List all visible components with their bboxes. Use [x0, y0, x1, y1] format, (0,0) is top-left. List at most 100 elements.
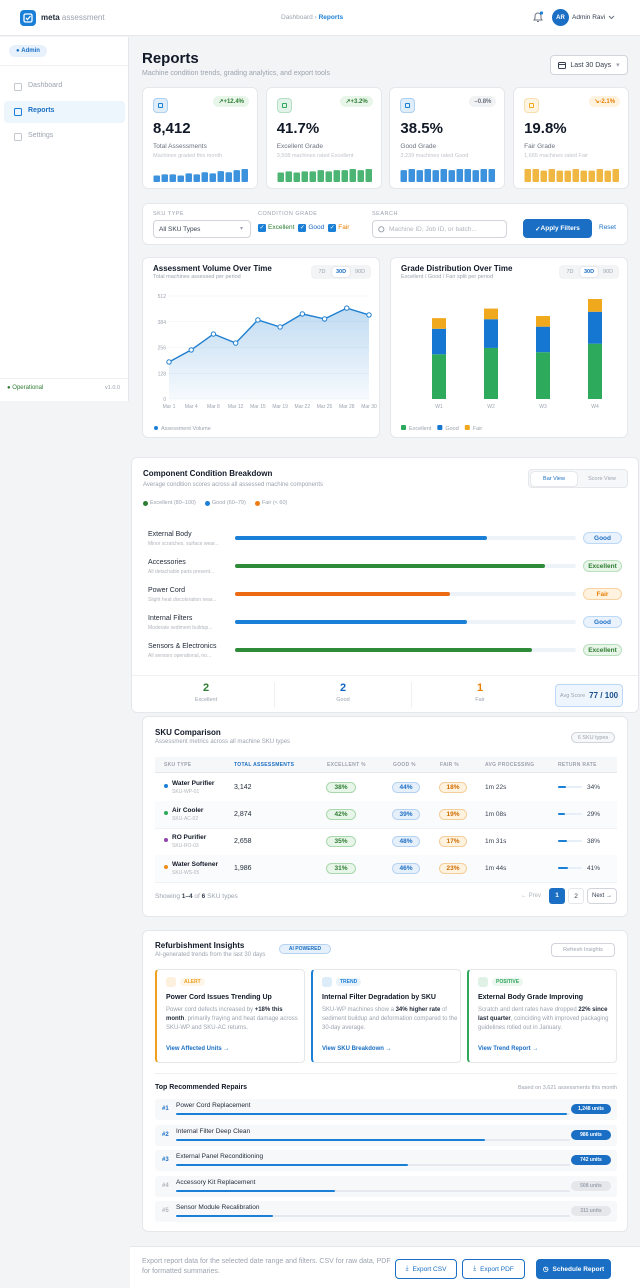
grade-checkbox[interactable]: ✓	[298, 224, 307, 232]
grade-badge: Good	[583, 532, 622, 544]
kpi-card: ↘ -2.1% 19.8% Fair Grade 1,665 machines rat…	[513, 87, 630, 189]
insight-tag: TREND	[336, 978, 362, 986]
period-tab[interactable]: 90D	[602, 269, 614, 275]
search-glass	[378, 225, 385, 232]
legend-label: Excellent	[409, 426, 432, 432]
user-name[interactable]: Admin Ravi	[572, 14, 606, 21]
sku-select[interactable]: All SKU Types ▾	[153, 220, 251, 238]
component-note: Moderate sediment buildup...	[148, 625, 213, 631]
kpi-icon	[276, 98, 292, 113]
point	[277, 324, 283, 330]
period-tab[interactable]: 7D	[566, 269, 574, 275]
column-header[interactable]: FAIR %	[440, 762, 460, 768]
search-input[interactable]: Machine ID, Job ID, or batch...	[372, 220, 507, 238]
card-title: Component Condition Breakdown	[143, 469, 273, 478]
insight-icon	[478, 977, 488, 987]
date-range[interactable]: Last 30 Days ▾	[550, 55, 628, 75]
nav-item[interactable]: Dashboard	[4, 76, 125, 98]
column-header[interactable]: SKU TYPE	[164, 762, 192, 768]
logo-check	[23, 13, 33, 23]
insight-link[interactable]: View Affected Units →	[166, 1046, 230, 1052]
spark-bar	[464, 169, 472, 182]
return-label: 29%	[587, 811, 601, 818]
x-tick-label: W1	[435, 404, 443, 410]
divider	[411, 682, 412, 708]
chevron	[608, 15, 615, 20]
view-tab[interactable]: Bar View	[531, 472, 577, 486]
period-tab[interactable]: 90D	[354, 269, 366, 275]
spark-bar	[572, 169, 580, 182]
spark-bar	[532, 169, 540, 182]
grade-label[interactable]: Excellent	[268, 224, 295, 231]
sku-total: 2,874	[234, 811, 252, 818]
column-header[interactable]: AVG PROCESSING	[485, 762, 535, 768]
insight-body-part: SKU-WP machines show a	[322, 1007, 396, 1013]
grade-badge: Excellent	[583, 644, 622, 656]
page-button[interactable]: 1	[549, 888, 565, 904]
score-bar	[235, 592, 450, 596]
kpi-icon-glyph	[405, 103, 411, 108]
insight-icon	[166, 977, 176, 987]
insight-title: External Body Grade Improving	[478, 994, 584, 1001]
spark-bar	[580, 170, 588, 182]
column-header[interactable]: RETURN RATE	[558, 762, 597, 768]
bell-icon[interactable]	[532, 11, 544, 24]
nav-icon	[14, 133, 22, 141]
component-note: Slight heat discoloration near...	[148, 597, 217, 603]
grade-checkbox[interactable]: ✓	[258, 224, 266, 232]
next-button[interactable]: Next →	[587, 888, 617, 904]
avatar[interactable]: AR	[552, 9, 569, 26]
row-divider	[155, 828, 617, 829]
insight-link[interactable]: View Trend Report →	[478, 1046, 539, 1052]
insight-link[interactable]: View SKU Breakdown →	[322, 1046, 392, 1052]
grade-label[interactable]: Fair	[338, 224, 350, 231]
spark-bar	[193, 174, 200, 182]
period-tab[interactable]: 30D	[332, 267, 350, 277]
card-subtitle: Average condition scores across all asse…	[143, 482, 323, 488]
view-tab[interactable]: Score View	[588, 476, 616, 482]
grade-pill: 39%	[392, 809, 420, 820]
schedule-button[interactable]: ◷ Schedule Report	[536, 1259, 611, 1279]
x-tick-label: Mar 19	[272, 404, 288, 410]
spark-bar	[225, 172, 232, 182]
grade-checkbox[interactable]: ✓	[328, 224, 337, 232]
refresh-button[interactable]: Refresh Insights	[551, 943, 615, 957]
insights-card: Refurbishment Insights AI POWERED AI-gener…	[142, 930, 628, 1232]
apply-button[interactable]: ✓ Apply Filters	[523, 219, 592, 238]
column-header[interactable]: GOOD %	[393, 762, 416, 768]
insight-body-part: 22% since last quarter	[478, 1007, 608, 1022]
grade-pill: 18%	[439, 782, 467, 793]
page-button[interactable]: 2	[568, 888, 584, 904]
export-button[interactable]: ⤓ Export PDF	[462, 1259, 525, 1279]
sidebar: ● Admin Dashboard Reports Settings ● Opera…	[0, 37, 129, 401]
row-bg	[155, 801, 617, 828]
nav-item[interactable]: Settings	[4, 126, 125, 148]
units-badge: 311 units	[571, 1206, 611, 1216]
prev-button[interactable]: ← Prev	[521, 893, 542, 899]
view-toggle: Bar View Score View	[528, 469, 628, 488]
nav-item[interactable]: Reports	[4, 101, 125, 123]
grade-pill: 31%	[326, 863, 356, 874]
period-tab[interactable]: 30D	[580, 267, 598, 277]
period-tab[interactable]: 7D	[318, 269, 326, 275]
legend-swatch	[437, 425, 443, 430]
grade-label[interactable]: Good	[308, 224, 325, 231]
export-text: Export report data for the selected date…	[142, 1258, 391, 1275]
sku-avg: 1m 08s	[485, 811, 507, 818]
showing-part: SKU types	[205, 893, 238, 900]
avg-label: Avg Score	[559, 692, 586, 699]
reset-link[interactable]: Reset	[599, 224, 616, 231]
export-button[interactable]: ⤓ Export CSV	[395, 1259, 457, 1279]
return-track	[558, 867, 582, 869]
spark-bar	[233, 170, 240, 182]
nav-label: Settings	[28, 132, 54, 139]
insight-body-part: of sediment buildup and deformation comp…	[322, 1007, 458, 1031]
column-header[interactable]: EXCELLENT %	[327, 762, 366, 768]
page-subtitle: Machine condition trends, grading analyt…	[142, 70, 330, 77]
units-badge: 1,248 units	[571, 1104, 611, 1114]
showing: Showing 1–4 of 6 SKU types	[155, 893, 238, 900]
breadcrumb-link[interactable]: Dashboard	[281, 14, 313, 21]
logo: meta assessment	[41, 13, 105, 22]
column-header[interactable]: TOTAL ASSESSMENTS	[234, 762, 295, 768]
card-subtitle: Assessment metrics across all machine SK…	[155, 739, 291, 745]
